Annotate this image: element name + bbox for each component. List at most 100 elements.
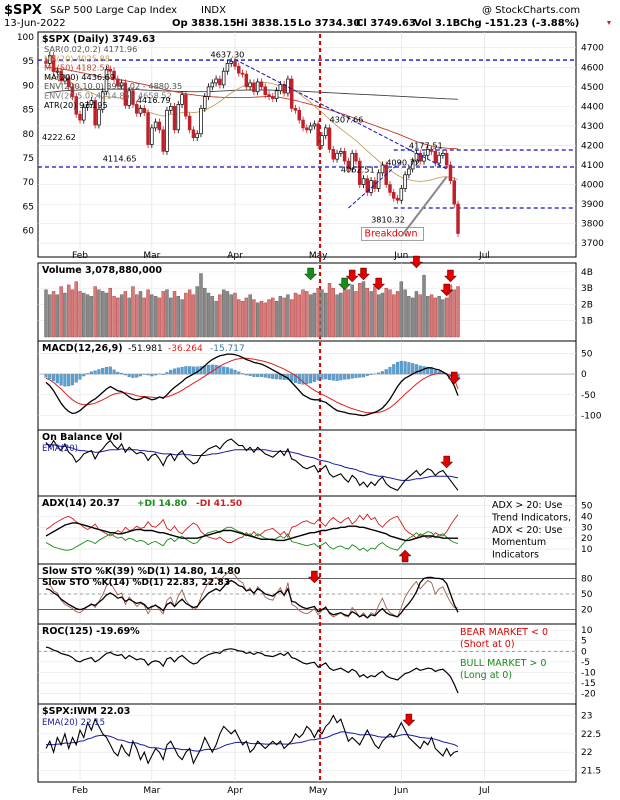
volume-bar <box>218 294 222 338</box>
volume-bar <box>426 296 430 338</box>
red-arrow-icon <box>409 255 423 269</box>
macd-histogram-bar <box>172 368 177 375</box>
macd-histogram-bar <box>63 373 67 387</box>
price-candle-body <box>142 107 147 113</box>
red-arrow-icon <box>398 549 412 563</box>
volume-bar <box>127 297 131 338</box>
volume-bar <box>112 296 116 338</box>
roc-tick-label: -10 <box>581 668 596 678</box>
price-left-tick: 80 <box>23 130 35 140</box>
ratio-tick-label: 22.5 <box>581 730 601 740</box>
macd-histogram-bar <box>127 373 131 377</box>
macd-histogram-bar <box>384 369 388 375</box>
volume-bar <box>418 294 422 338</box>
macd-signal-value: -36.264 <box>168 344 203 354</box>
macd-histogram-bar <box>316 373 320 381</box>
price-candle-body <box>444 152 449 166</box>
price-candle-body <box>392 192 396 199</box>
volume-bar <box>165 289 169 338</box>
price-candle-body <box>78 113 82 121</box>
price-candle-body <box>331 149 336 160</box>
volume-bar <box>195 286 199 338</box>
macd-histogram-bar <box>52 373 56 381</box>
price-candle-body <box>119 82 124 87</box>
volume-bar <box>278 296 283 338</box>
price-candle-body <box>221 70 226 86</box>
price-tick-label: 3800 <box>581 220 604 230</box>
price-candle-body <box>456 203 460 234</box>
macd-histogram-bar <box>422 366 426 375</box>
macd-histogram-bar <box>327 373 332 380</box>
macd-histogram-bar <box>256 373 260 377</box>
price-annotation: 4177.51 <box>409 140 443 150</box>
volume-bar <box>290 299 294 338</box>
price-candle-body <box>89 100 94 105</box>
macd-histogram-bar <box>343 373 347 380</box>
roc-note: BEAR MARKET < 0 <box>460 627 548 638</box>
price-candle-body <box>229 61 233 64</box>
x-label-top: Apr <box>227 251 243 261</box>
volume-tick-label: 3B <box>581 284 593 294</box>
volume-bar <box>392 294 396 338</box>
price-candle-body <box>267 94 271 97</box>
macd-histogram-bar <box>225 367 229 375</box>
price-candle-body <box>127 90 131 106</box>
volume-tick-label: 1B <box>581 317 593 327</box>
price-candle-body <box>157 121 162 131</box>
obv-line <box>45 438 459 491</box>
volume-bar <box>410 297 415 338</box>
adx-title: ADX(14) 20.37 <box>42 498 120 509</box>
volume-bar <box>407 296 411 338</box>
adx-note: Momentum <box>492 537 546 548</box>
volume-bar <box>66 284 71 338</box>
volume-bar <box>93 286 97 338</box>
price-candle-body <box>323 127 328 137</box>
index-name: S&P 500 Large Cap Index <box>50 5 177 16</box>
x-label-top: Mar <box>143 251 160 261</box>
macd-tick-label: -100 <box>581 412 602 422</box>
volume-bar <box>55 294 60 338</box>
volume-bar <box>293 292 298 338</box>
macd-histogram-bar <box>169 369 173 375</box>
macd-histogram-bar <box>108 366 112 375</box>
volume-bar <box>320 289 324 338</box>
x-label-top: May <box>309 251 328 261</box>
volume-tick-label: 2B <box>581 300 593 310</box>
volume-bar <box>433 297 438 338</box>
volume-bar <box>346 289 351 338</box>
price-legend-item: SAR(0.02,0.2) 4171.96 <box>44 44 137 54</box>
price-tick-label: 4200 <box>581 141 604 151</box>
price-candle-body <box>263 86 267 95</box>
price-candle-body <box>448 164 453 182</box>
volume-bar <box>169 297 173 338</box>
price-candle-body <box>63 77 67 82</box>
roc-line <box>45 646 459 694</box>
price-trendline <box>234 59 447 170</box>
macd-histogram-bar <box>263 373 267 378</box>
volume-bar <box>369 291 373 338</box>
green-arrow-icon <box>338 277 352 291</box>
price-candle-body <box>259 81 264 88</box>
sto-tick-label: 80 <box>581 574 593 584</box>
x-label-bottom: May <box>309 786 328 796</box>
roc-tick-label: -15 <box>581 679 596 689</box>
price-candle-body <box>176 104 181 131</box>
price-candle-body <box>59 70 63 82</box>
volume-bar <box>456 286 460 338</box>
price-ma20-line <box>45 76 459 182</box>
price-candle-body <box>187 115 192 131</box>
price-title: $SPX (Daily) 3749.63 <box>42 34 155 45</box>
price-left-tick: 70 <box>23 178 35 188</box>
macd-histogram-bar <box>101 367 105 375</box>
price-legend-item: ENV(200,10.0) 3993.02 - 4880.35 <box>44 81 182 91</box>
price-candle-body <box>225 63 230 72</box>
macd-histogram-bar <box>324 373 328 380</box>
price-tick-label: 4000 <box>581 181 604 191</box>
price-annotation: 4114.65 <box>103 154 137 164</box>
volume-bar <box>259 300 264 338</box>
price-candle-body <box>100 91 105 110</box>
quote-volume: Vol 3.1B <box>414 18 460 29</box>
roc-title: ROC(125) -19.69% <box>42 626 140 637</box>
